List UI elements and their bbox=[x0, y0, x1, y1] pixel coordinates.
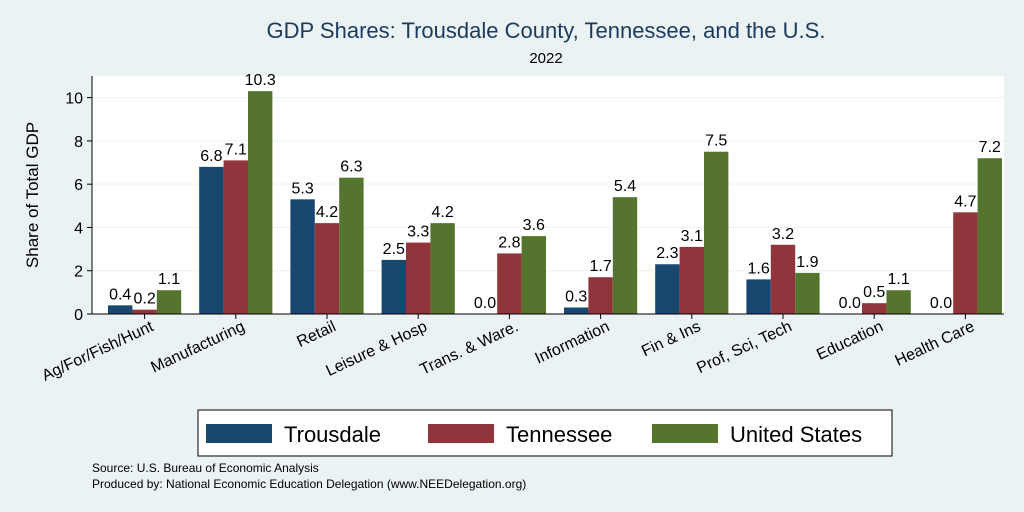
x-tick-label: Manufacturing bbox=[148, 318, 247, 376]
value-label: 0.2 bbox=[133, 291, 155, 308]
value-label: 2.3 bbox=[656, 245, 678, 262]
y-tick-label: 2 bbox=[74, 264, 83, 281]
value-label: 6.8 bbox=[200, 148, 222, 165]
value-label: 0.3 bbox=[565, 289, 587, 306]
bar bbox=[406, 242, 431, 314]
x-tick-label: Prof, Sci, Tech bbox=[694, 318, 794, 377]
x-tick-label: Fin & Ins bbox=[639, 318, 703, 360]
value-label: 7.1 bbox=[225, 141, 247, 158]
bar bbox=[795, 272, 820, 314]
value-label: 3.6 bbox=[523, 217, 545, 234]
y-tick-label: 6 bbox=[74, 177, 83, 194]
value-label: 3.3 bbox=[407, 224, 429, 241]
x-tick-label: Trans. & Ware. bbox=[417, 318, 521, 378]
value-label: 7.2 bbox=[979, 139, 1001, 156]
legend-label: Tennessee bbox=[506, 422, 612, 447]
bar bbox=[977, 158, 1002, 314]
legend-label: United States bbox=[730, 422, 862, 447]
bar bbox=[156, 290, 182, 314]
bar bbox=[314, 223, 340, 314]
bar bbox=[248, 91, 273, 315]
bar bbox=[886, 290, 911, 314]
bar bbox=[953, 212, 978, 314]
chart-subtitle: 2022 bbox=[529, 50, 563, 67]
bar bbox=[521, 236, 546, 314]
bar bbox=[704, 151, 729, 314]
legend-swatch bbox=[206, 424, 272, 443]
y-tick-label: 8 bbox=[74, 134, 83, 151]
value-label: 6.3 bbox=[340, 159, 362, 176]
value-label: 1.7 bbox=[589, 258, 611, 275]
bar bbox=[612, 197, 638, 314]
x-tick-label: Health Care bbox=[893, 318, 978, 370]
y-axis-label: Share of Total GDP bbox=[23, 122, 42, 268]
bar bbox=[430, 223, 455, 314]
y-tick-label: 0 bbox=[74, 307, 83, 324]
bar bbox=[588, 277, 613, 314]
value-label: 4.7 bbox=[954, 193, 976, 210]
value-label: 0.0 bbox=[474, 295, 496, 312]
y-tick-label: 10 bbox=[65, 91, 83, 108]
x-tick-label: Ag/For/Fish/Hunt bbox=[39, 318, 156, 385]
x-tick-label: Information bbox=[533, 318, 613, 367]
x-tick-label: Education bbox=[814, 318, 886, 363]
producer-note: Produced by: National Economic Education… bbox=[92, 477, 527, 491]
bar bbox=[746, 279, 771, 314]
value-label: 1.1 bbox=[887, 271, 909, 288]
bar bbox=[108, 305, 133, 314]
source-note: Source: U.S. Bureau of Economic Analysis bbox=[92, 461, 319, 475]
value-label: 1.9 bbox=[796, 254, 818, 271]
legend-swatch bbox=[428, 424, 494, 443]
value-label: 0.5 bbox=[863, 284, 885, 301]
bar bbox=[223, 160, 248, 314]
value-label: 7.5 bbox=[705, 133, 727, 150]
value-label: 2.5 bbox=[383, 241, 405, 258]
legend-swatch bbox=[652, 424, 718, 443]
y-ticks: 0 2 4 6 8 10 bbox=[65, 91, 92, 324]
legend-label: Trousdale bbox=[284, 422, 381, 447]
bar bbox=[339, 177, 364, 314]
bar bbox=[132, 309, 157, 314]
chart-title: GDP Shares: Trousdale County, Tennessee,… bbox=[266, 18, 826, 43]
bar bbox=[564, 307, 589, 314]
value-label: 3.2 bbox=[772, 226, 794, 243]
legend-box bbox=[197, 409, 893, 457]
bar bbox=[199, 166, 224, 314]
value-label: 2.8 bbox=[498, 234, 520, 251]
bar bbox=[655, 264, 680, 314]
value-label: 5.4 bbox=[614, 178, 636, 195]
x-tick-label: Retail bbox=[294, 318, 338, 351]
bar bbox=[679, 246, 704, 314]
value-label: 3.1 bbox=[681, 228, 703, 245]
value-label: 0.0 bbox=[930, 295, 952, 312]
bar bbox=[862, 303, 887, 314]
bars bbox=[108, 91, 1002, 315]
value-label: 0.4 bbox=[109, 286, 131, 303]
value-label: 4.2 bbox=[316, 204, 338, 221]
value-label: 4.2 bbox=[431, 204, 453, 221]
bar bbox=[770, 244, 796, 314]
x-tick-label: Leisure & Hosp bbox=[324, 318, 430, 380]
bar bbox=[497, 253, 522, 314]
bar bbox=[290, 199, 315, 314]
legend: Trousdale Tennessee United States bbox=[197, 409, 893, 457]
value-label: 1.1 bbox=[158, 271, 180, 288]
y-tick-label: 4 bbox=[74, 220, 83, 237]
value-label: 5.3 bbox=[291, 180, 313, 197]
value-label: 1.6 bbox=[747, 260, 769, 277]
value-labels: 0.4 0.21.16.8 7.110.35.34.26.32.53.34.20.0… bbox=[109, 72, 1001, 312]
bar bbox=[381, 259, 406, 314]
value-label: 0.0 bbox=[839, 295, 861, 312]
value-label: 10.3 bbox=[245, 72, 276, 89]
